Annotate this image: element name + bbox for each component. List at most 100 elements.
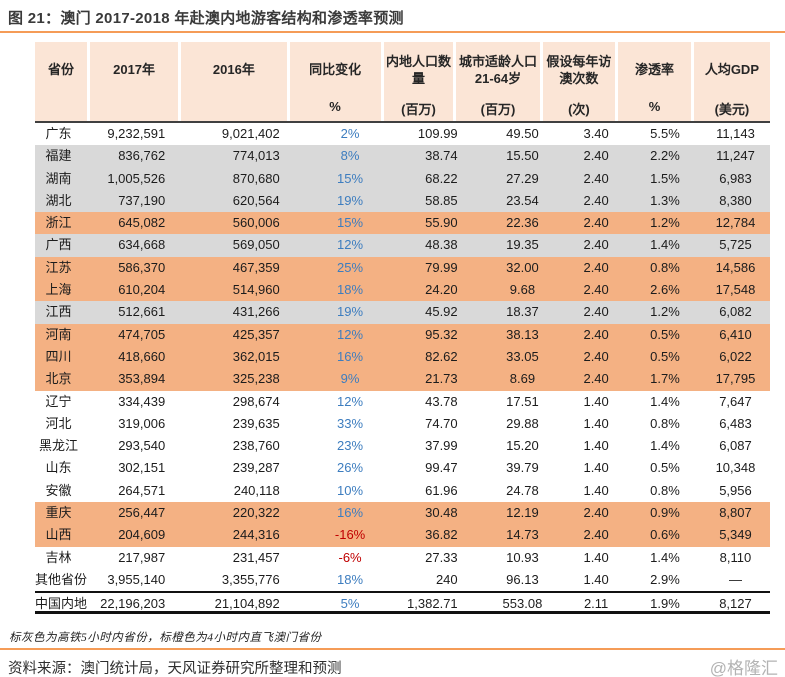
cell-province: 黑龙江 — [39, 438, 79, 454]
cell-penetration-rate: 2.2% — [650, 148, 680, 164]
cell-province: 河北 — [45, 415, 72, 431]
cell-y2016: 467,359 — [232, 259, 280, 275]
column-header-province: 省份 — [35, 42, 87, 121]
cell-province: 湖北 — [45, 192, 72, 208]
cell-mainland-population: 38.74 — [425, 148, 458, 164]
cell-annual-visits: 1.40 — [583, 571, 609, 587]
cell-province: 江西 — [45, 304, 72, 320]
cell-province: 江苏 — [45, 259, 72, 275]
cell-gdp-per-capita: 17,795 — [715, 371, 756, 387]
cell-gdp-per-capita: 6,410 — [719, 326, 752, 342]
table-row: 山西 204,609 244,316 -16% 36.82 14.73 2.40 0.6% 5,… — [35, 524, 770, 547]
cell-penetration-rate: 1.4% — [650, 549, 680, 565]
cell-yoy-change: 5% — [340, 596, 360, 612]
data-source-text: 资料来源：澳门统计局，天风证券研究所整理和预测 — [8, 661, 342, 677]
cell-province: 山东 — [45, 460, 72, 476]
cell-y2016: 21,104,892 — [214, 596, 280, 612]
cell-province: 浙江 — [45, 215, 72, 231]
cell-yoy-change: 15% — [337, 170, 364, 186]
cell-y2017: 418,660 — [118, 348, 166, 364]
cell-mainland-population: 61.96 — [425, 482, 458, 498]
cell-urban-working-age-population: 27.29 — [506, 170, 539, 186]
cell-penetration-rate: 0.5% — [650, 326, 680, 342]
cell-mainland-population: 37.99 — [425, 438, 458, 454]
table-row: 河北 319,006 239,635 33% 74.70 29.88 1.40 0.8% 6,4… — [35, 412, 770, 436]
cell-annual-visits: 2.40 — [583, 237, 609, 253]
cell-y2016: 9,021,402 — [221, 126, 280, 141]
column-label: 渗透率 — [635, 62, 675, 78]
cell-gdp-per-capita: 5,956 — [719, 482, 752, 498]
column-label: 同比变化 — [309, 62, 362, 78]
cell-gdp-per-capita: 8,807 — [719, 505, 752, 521]
cell-annual-visits: 2.40 — [583, 215, 609, 231]
cell-penetration-rate: 0.5% — [650, 348, 680, 364]
cell-yoy-change: -16% — [334, 527, 366, 543]
cell-mainland-population: 1,382.71 — [407, 596, 458, 612]
cell-y2017: 586,370 — [118, 259, 166, 275]
column-header-mainland-population: 内地人口数量 (百万) — [383, 42, 454, 121]
cell-gdp-per-capita: 8,127 — [719, 596, 752, 612]
cell-urban-working-age-population: 18.37 — [506, 304, 539, 320]
cell-annual-visits: 2.40 — [583, 371, 609, 387]
cell-urban-working-age-population: 12.19 — [506, 505, 539, 521]
cell-province: 上海 — [45, 282, 72, 298]
column-unit: (美元) — [714, 102, 750, 117]
cell-y2017: 264,571 — [118, 482, 166, 498]
column-label: 省份 — [47, 62, 74, 78]
cell-y2016: 238,760 — [232, 438, 280, 454]
cell-yoy-change: 10% — [337, 482, 364, 498]
table-row: 山东 302,151 239,287 26% 99.47 39.79 1.40 0.5% 10,… — [35, 457, 770, 480]
cell-annual-visits: 2.40 — [583, 348, 609, 364]
cell-y2016: 220,322 — [232, 505, 280, 521]
cell-y2016: 3,355,776 — [221, 571, 280, 587]
cell-gdp-per-capita: 6,022 — [719, 348, 752, 364]
cell-y2017: 319,006 — [118, 415, 166, 431]
table-row: 四川 418,660 362,015 16% 82.62 33.05 2.40 0.5% 6,0… — [35, 345, 770, 369]
cell-urban-working-age-population: 553.08 — [502, 596, 543, 612]
cell-gdp-per-capita: 10,348 — [715, 460, 756, 476]
cell-y2016: 239,635 — [232, 415, 280, 431]
cell-y2017: 204,609 — [118, 527, 166, 543]
cell-province: 北京 — [45, 371, 72, 387]
cell-mainland-population: 99.47 — [425, 460, 458, 476]
cell-mainland-population: 68.22 — [425, 170, 458, 186]
cell-gdp-per-capita: 8,380 — [719, 192, 752, 208]
cell-yoy-change: 25% — [337, 259, 364, 275]
cell-urban-working-age-population: 32.00 — [506, 259, 539, 275]
cell-gdp-per-capita: — — [728, 571, 742, 587]
cell-urban-working-age-population: 96.13 — [506, 571, 539, 587]
cell-yoy-change: 12% — [337, 393, 364, 409]
column-header-annual-visits: 假设每年访 澳次数 (次) — [542, 42, 616, 121]
cell-gdp-per-capita: 6,082 — [719, 304, 752, 320]
cell-annual-visits: 2.40 — [583, 148, 609, 164]
cell-urban-working-age-population: 23.54 — [506, 192, 539, 208]
column-header-yoy-change: 同比变化% — [289, 42, 381, 121]
cell-yoy-change: 33% — [337, 415, 364, 431]
cell-annual-visits: 1.40 — [583, 438, 609, 454]
cell-penetration-rate: 0.8% — [650, 415, 680, 431]
column-label: 人均GDP — [704, 62, 759, 78]
cell-penetration-rate: 1.5% — [650, 170, 680, 186]
table-row-total: 中国内地 22,196,203 21,104,892 5% 1,382.71 553.08… — [35, 591, 770, 614]
cell-urban-working-age-population: 10.93 — [506, 549, 539, 565]
cell-urban-working-age-population: 49.50 — [506, 126, 539, 141]
cell-y2017: 293,540 — [118, 438, 166, 454]
cell-annual-visits: 2.40 — [583, 505, 609, 521]
cell-urban-working-age-population: 29.88 — [506, 415, 539, 431]
cell-annual-visits: 3.40 — [583, 126, 609, 141]
legend-footnote: 标灰色为高铁5小时内省份，标橙色为4小时内直飞澳门省份 — [9, 632, 322, 644]
cell-y2016: 560,006 — [232, 215, 280, 231]
cell-y2016: 425,357 — [232, 326, 280, 342]
cell-gdp-per-capita: 7,647 — [719, 393, 752, 409]
cell-province: 四川 — [45, 348, 72, 364]
column-unit: % — [329, 99, 341, 114]
cell-annual-visits: 2.40 — [583, 170, 609, 186]
cell-y2016: 514,960 — [232, 282, 280, 298]
column-unit — [181, 99, 286, 116]
cell-y2016: 239,287 — [232, 460, 280, 476]
cell-urban-working-age-population: 15.20 — [506, 438, 539, 454]
cell-mainland-population: 55.90 — [425, 215, 458, 231]
cell-annual-visits: 2.40 — [583, 527, 609, 543]
cell-annual-visits: 2.40 — [583, 304, 609, 320]
table-row: 辽宁 334,439 298,674 12% 43.78 17.51 1.40 1.4% 7,6… — [35, 390, 770, 413]
